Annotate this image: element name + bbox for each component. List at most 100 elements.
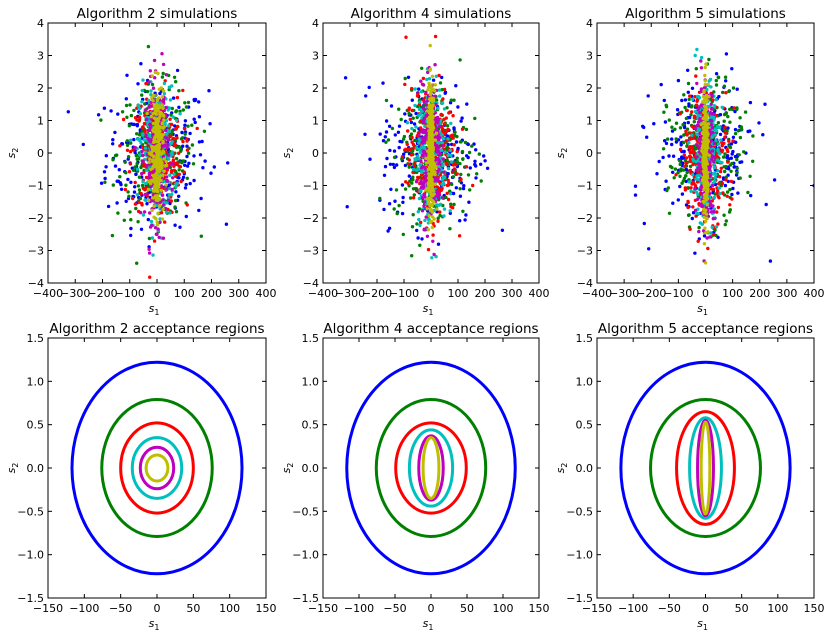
point — [132, 108, 136, 113]
x-tick-label: −100 — [69, 602, 99, 615]
point — [133, 145, 137, 150]
point — [197, 115, 202, 119]
plot-area — [70, 360, 244, 576]
x-tick-label: −400 — [308, 287, 338, 300]
point — [161, 106, 165, 110]
point — [728, 203, 732, 207]
point — [694, 135, 699, 140]
point — [730, 192, 734, 197]
y-tick-label: 0 — [37, 147, 44, 160]
y-tick-label: 1.5 — [27, 332, 45, 345]
point — [170, 169, 174, 173]
point — [426, 247, 431, 252]
point — [739, 125, 743, 129]
point — [680, 192, 685, 196]
y-tick-label: 1 — [312, 115, 319, 128]
point — [738, 176, 742, 180]
point — [417, 217, 421, 222]
point — [127, 194, 131, 198]
point — [718, 132, 723, 137]
point — [410, 126, 414, 131]
y-tick-label: −1.5 — [17, 592, 44, 605]
point — [111, 138, 115, 142]
point — [138, 115, 142, 120]
point — [436, 216, 440, 220]
point — [692, 120, 696, 124]
point — [695, 47, 699, 52]
point — [474, 164, 478, 168]
point — [398, 139, 402, 144]
point — [433, 83, 437, 87]
point — [419, 220, 423, 225]
x-axis-label: s1 — [149, 302, 160, 317]
point — [150, 74, 154, 78]
point — [391, 162, 395, 167]
point — [395, 211, 399, 216]
point — [436, 178, 440, 182]
point — [724, 79, 728, 83]
point — [764, 202, 768, 207]
y-tick-label: 0.5 — [302, 419, 320, 432]
point — [445, 124, 450, 128]
point — [703, 82, 707, 87]
point — [150, 208, 154, 212]
point — [159, 188, 164, 192]
point — [145, 120, 149, 124]
point — [449, 202, 453, 206]
point — [681, 140, 686, 145]
point — [693, 186, 697, 191]
point — [166, 142, 170, 147]
point — [465, 102, 469, 106]
point — [458, 140, 463, 144]
point — [730, 67, 734, 71]
point — [475, 172, 479, 176]
point — [174, 185, 178, 189]
point — [180, 161, 184, 165]
point — [702, 86, 706, 90]
point — [460, 149, 465, 154]
point — [688, 168, 693, 172]
point — [705, 87, 709, 92]
point — [186, 100, 191, 105]
point — [177, 168, 181, 172]
point — [694, 143, 699, 147]
point — [103, 180, 107, 184]
point — [722, 165, 726, 169]
point — [680, 181, 684, 185]
point — [148, 122, 152, 127]
point — [175, 136, 179, 140]
point — [151, 121, 156, 126]
panel-1: −400−300−200−100 0 100 200 300 400−4−3−2−1012… — [5, 6, 277, 317]
point — [684, 161, 688, 165]
point — [166, 198, 171, 203]
point — [434, 131, 439, 135]
point — [443, 150, 447, 154]
point — [135, 261, 139, 265]
point — [426, 119, 430, 124]
point — [671, 201, 675, 205]
point — [424, 215, 428, 219]
point — [438, 213, 442, 218]
point — [151, 112, 155, 116]
point — [460, 127, 465, 131]
point — [697, 146, 701, 150]
point — [449, 205, 453, 209]
point — [164, 119, 169, 123]
point — [464, 213, 468, 217]
point — [135, 193, 139, 197]
point — [452, 126, 456, 130]
point — [407, 106, 411, 110]
point — [483, 159, 487, 163]
y-tick-label: −0.5 — [17, 505, 44, 518]
x-tick-label: 300 — [228, 287, 249, 300]
point — [704, 219, 708, 223]
point — [724, 219, 728, 223]
point — [673, 127, 677, 131]
point — [459, 119, 463, 123]
point — [731, 86, 736, 90]
point — [718, 160, 722, 164]
point — [136, 82, 140, 86]
point — [417, 147, 421, 151]
point — [449, 121, 453, 126]
point — [458, 194, 463, 198]
